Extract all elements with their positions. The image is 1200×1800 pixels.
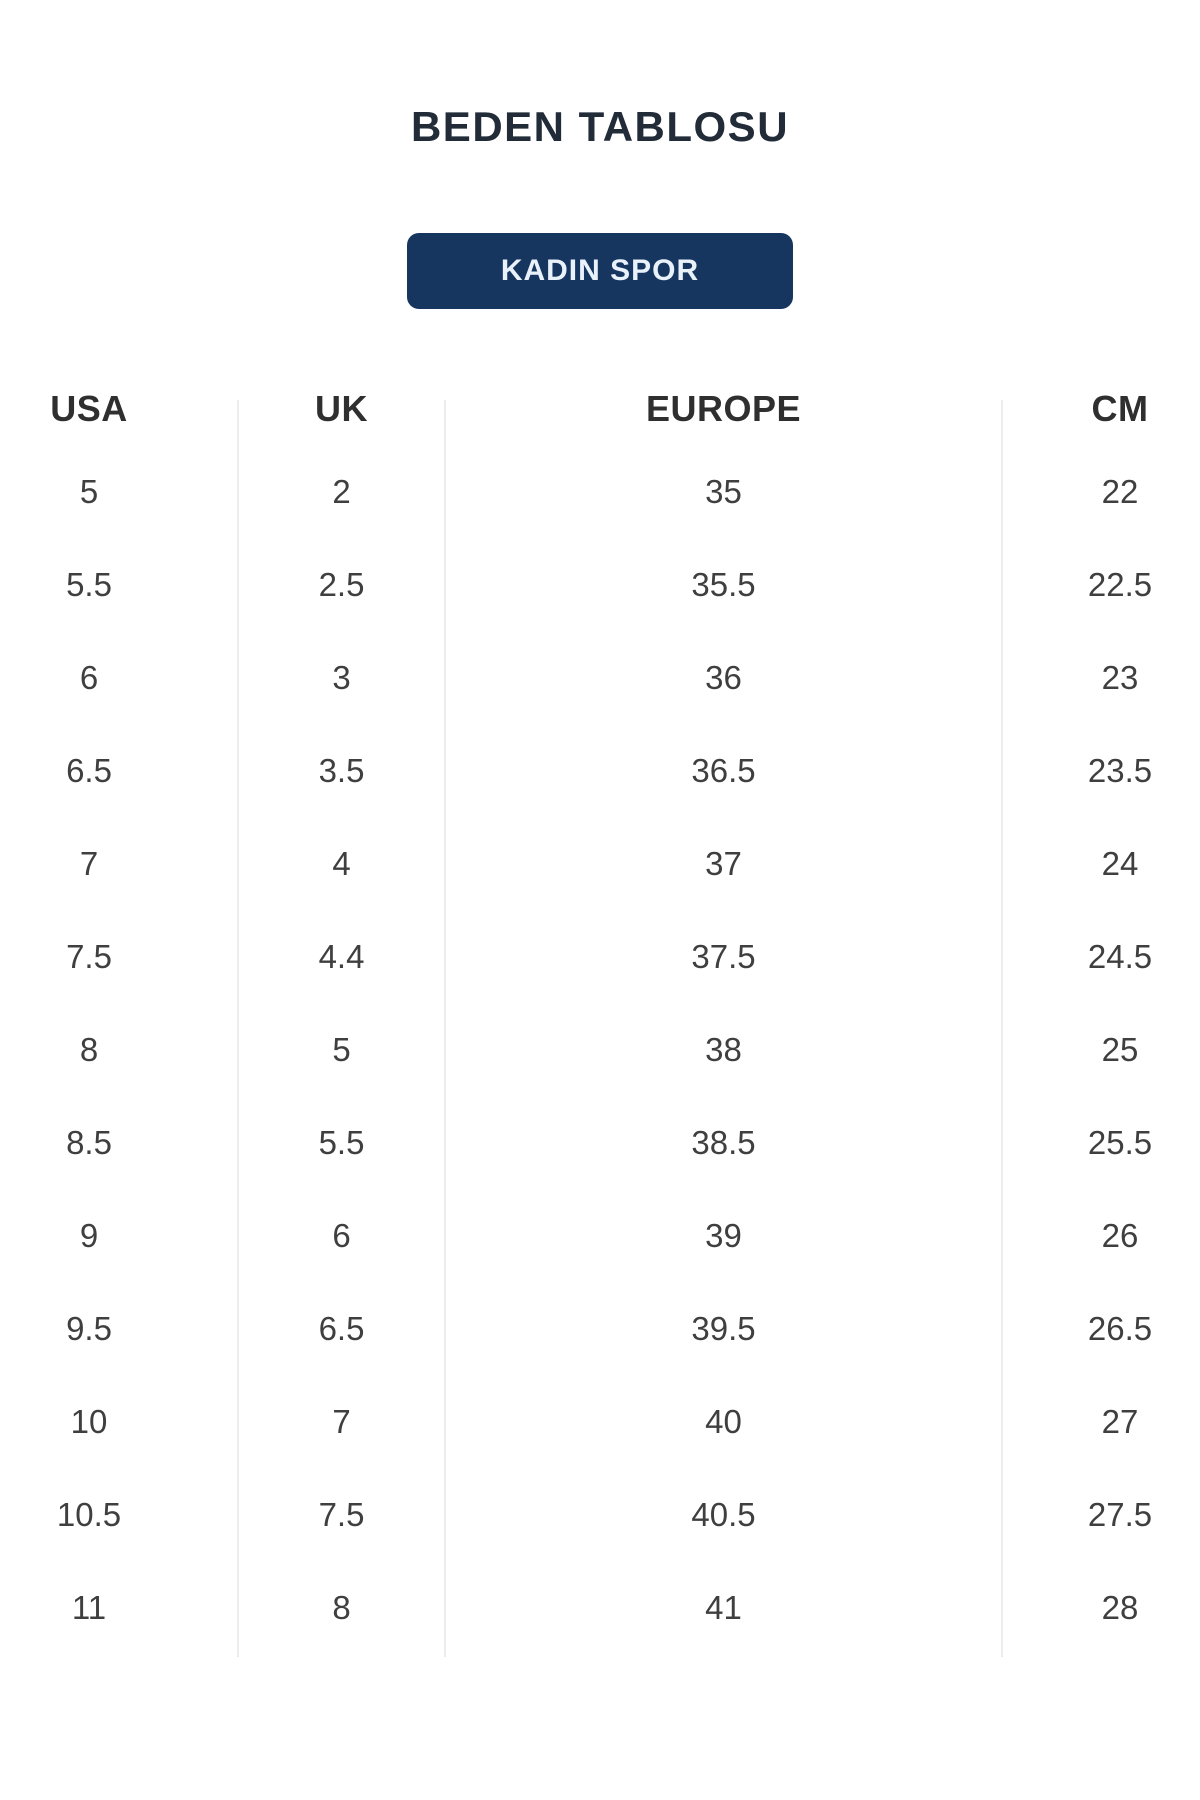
table-row: 9.5 6.5 39.5 26.5 [0, 1282, 1200, 1375]
table-cell-cm: 22.5 [1087, 565, 1153, 603]
column-header-cm: CM [1091, 388, 1149, 429]
table-cell-uk: 4 [332, 844, 351, 882]
table-row: 5.5 2.5 35.5 22.5 [0, 538, 1200, 631]
table-row: 5 2 35 22 [0, 445, 1200, 538]
table-cell-usa: 6 [79, 658, 99, 696]
table-row: 7.5 4.4 37.5 24.5 [0, 910, 1200, 1003]
table-cell-uk: 6 [332, 1216, 351, 1254]
table-cell-europe: 40 [705, 1402, 742, 1440]
table-header-row: USA UK EUROPE CM [0, 373, 1200, 445]
table-cell-usa: 7 [79, 844, 99, 882]
table-cell-usa: 10 [70, 1402, 108, 1440]
table-cell-uk: 7 [332, 1402, 351, 1440]
column-header-usa: USA [50, 388, 128, 429]
table-cell-europe: 37 [705, 844, 742, 882]
table-row: 6.5 3.5 36.5 23.5 [0, 724, 1200, 817]
table-cell-cm: 25 [1101, 1030, 1139, 1068]
table-cell-cm: 26.5 [1087, 1309, 1153, 1347]
table-row: 8 5 38 25 [0, 1003, 1200, 1096]
table-cell-uk: 5 [332, 1030, 351, 1068]
table-cell-usa: 5 [79, 472, 99, 510]
column-header-europe: EUROPE [645, 388, 802, 429]
table-body: 5 2 35 22 5.5 2.5 35.5 22.5 6 3 36 23 6.5 3.5 36.5 23.5… [0, 445, 1200, 1654]
table-cell-cm: 27 [1101, 1402, 1139, 1440]
table-cell-europe: 37.5 [691, 937, 756, 975]
table-cell-cm: 24 [1101, 844, 1139, 882]
size-chart-page: BEDEN TABLOSU KADIN SPOR USA UK EUROPE CM 5… [0, 103, 1200, 1657]
table-cell-uk: 6.5 [318, 1309, 365, 1347]
column-divider [444, 400, 446, 1657]
table-cell-usa: 9 [79, 1216, 99, 1254]
table-cell-uk: 5.5 [318, 1123, 365, 1161]
table-cell-europe: 39 [705, 1216, 742, 1254]
table-cell-cm: 23.5 [1087, 751, 1153, 789]
table-cell-cm: 28 [1101, 1588, 1139, 1626]
table-cell-europe: 36 [705, 658, 742, 696]
column-divider [1001, 400, 1003, 1657]
table-cell-cm: 27.5 [1087, 1495, 1153, 1533]
category-button-kadin-spor[interactable]: KADIN SPOR [407, 233, 793, 309]
table-cell-cm: 23 [1101, 658, 1139, 696]
table-cell-europe: 35 [705, 472, 742, 510]
table-cell-uk: 3.5 [318, 751, 365, 789]
table-cell-uk: 2.5 [318, 565, 365, 603]
table-row: 10 7 40 27 [0, 1375, 1200, 1468]
page-title: BEDEN TABLOSU [410, 103, 790, 150]
table-cell-europe: 38 [705, 1030, 742, 1068]
table-cell-europe: 35.5 [691, 565, 756, 603]
table-cell-usa: 6.5 [66, 751, 112, 789]
table-cell-europe: 40.5 [691, 1495, 756, 1533]
table-row: 6 3 36 23 [0, 631, 1200, 724]
table-row: 11 8 41 28 [0, 1561, 1200, 1654]
table-row: 9 6 39 26 [0, 1189, 1200, 1282]
table-cell-uk: 8 [332, 1588, 351, 1626]
table-cell-uk: 3 [332, 658, 351, 696]
table-row: 8.5 5.5 38.5 25.5 [0, 1096, 1200, 1189]
table-cell-usa: 8.5 [66, 1123, 112, 1161]
table-row: 7 4 37 24 [0, 817, 1200, 910]
table-cell-uk: 7.5 [318, 1495, 365, 1533]
table-cell-cm: 26 [1101, 1216, 1139, 1254]
table-row: 10.5 7.5 40.5 27.5 [0, 1468, 1200, 1561]
table-cell-usa: 9.5 [66, 1309, 112, 1347]
table-cell-cm: 25.5 [1087, 1123, 1153, 1161]
table-cell-usa: 5.5 [66, 565, 112, 603]
table-cell-cm: 24.5 [1087, 937, 1153, 975]
table-cell-usa: 11 [71, 1588, 107, 1626]
table-cell-europe: 38.5 [691, 1123, 756, 1161]
table-cell-usa: 8 [79, 1030, 99, 1068]
column-header-uk: UK [315, 388, 368, 429]
column-divider [237, 400, 239, 1657]
table-cell-europe: 39.5 [691, 1309, 756, 1347]
table-cell-europe: 36.5 [691, 751, 756, 789]
table-cell-usa: 7.5 [66, 937, 112, 975]
table-cell-usa: 10.5 [56, 1495, 122, 1533]
size-table: USA UK EUROPE CM 5 2 35 22 5.5 2.5 35.5 22.5 6 3 36 23… [0, 373, 1200, 1654]
table-cell-uk: 2 [332, 472, 351, 510]
table-cell-uk: 4.4 [318, 937, 365, 975]
table-cell-cm: 22 [1101, 472, 1139, 510]
table-cell-europe: 41 [705, 1588, 742, 1626]
